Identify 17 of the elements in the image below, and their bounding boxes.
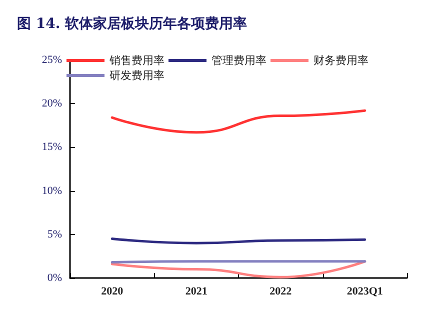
y-tick-label: 25% bbox=[42, 54, 62, 66]
chart-title: 图 14. 软体家居板块历年各项费用率 bbox=[17, 15, 248, 32]
line-series bbox=[110, 109, 366, 134]
line-series bbox=[110, 260, 366, 278]
legend-label: 销售费用率 bbox=[108, 54, 164, 67]
x-tick-label: 2022 bbox=[270, 286, 292, 298]
legend-label: 研发费用率 bbox=[110, 69, 164, 82]
legend-label: 管理费用率 bbox=[212, 54, 266, 67]
y-tick-label: 20% bbox=[42, 98, 62, 110]
x-tick-label: 2020 bbox=[101, 286, 124, 298]
y-tick-label: 15% bbox=[42, 141, 62, 154]
y-tick-label: 0% bbox=[47, 272, 62, 284]
legend-label: 财务费用率 bbox=[314, 54, 368, 67]
y-tick-label: 5% bbox=[47, 228, 62, 240]
y-tick-label: 10% bbox=[42, 184, 62, 197]
x-tick-label: 2021 bbox=[185, 286, 208, 298]
x-tick-label: 2023Q1 bbox=[346, 286, 383, 298]
